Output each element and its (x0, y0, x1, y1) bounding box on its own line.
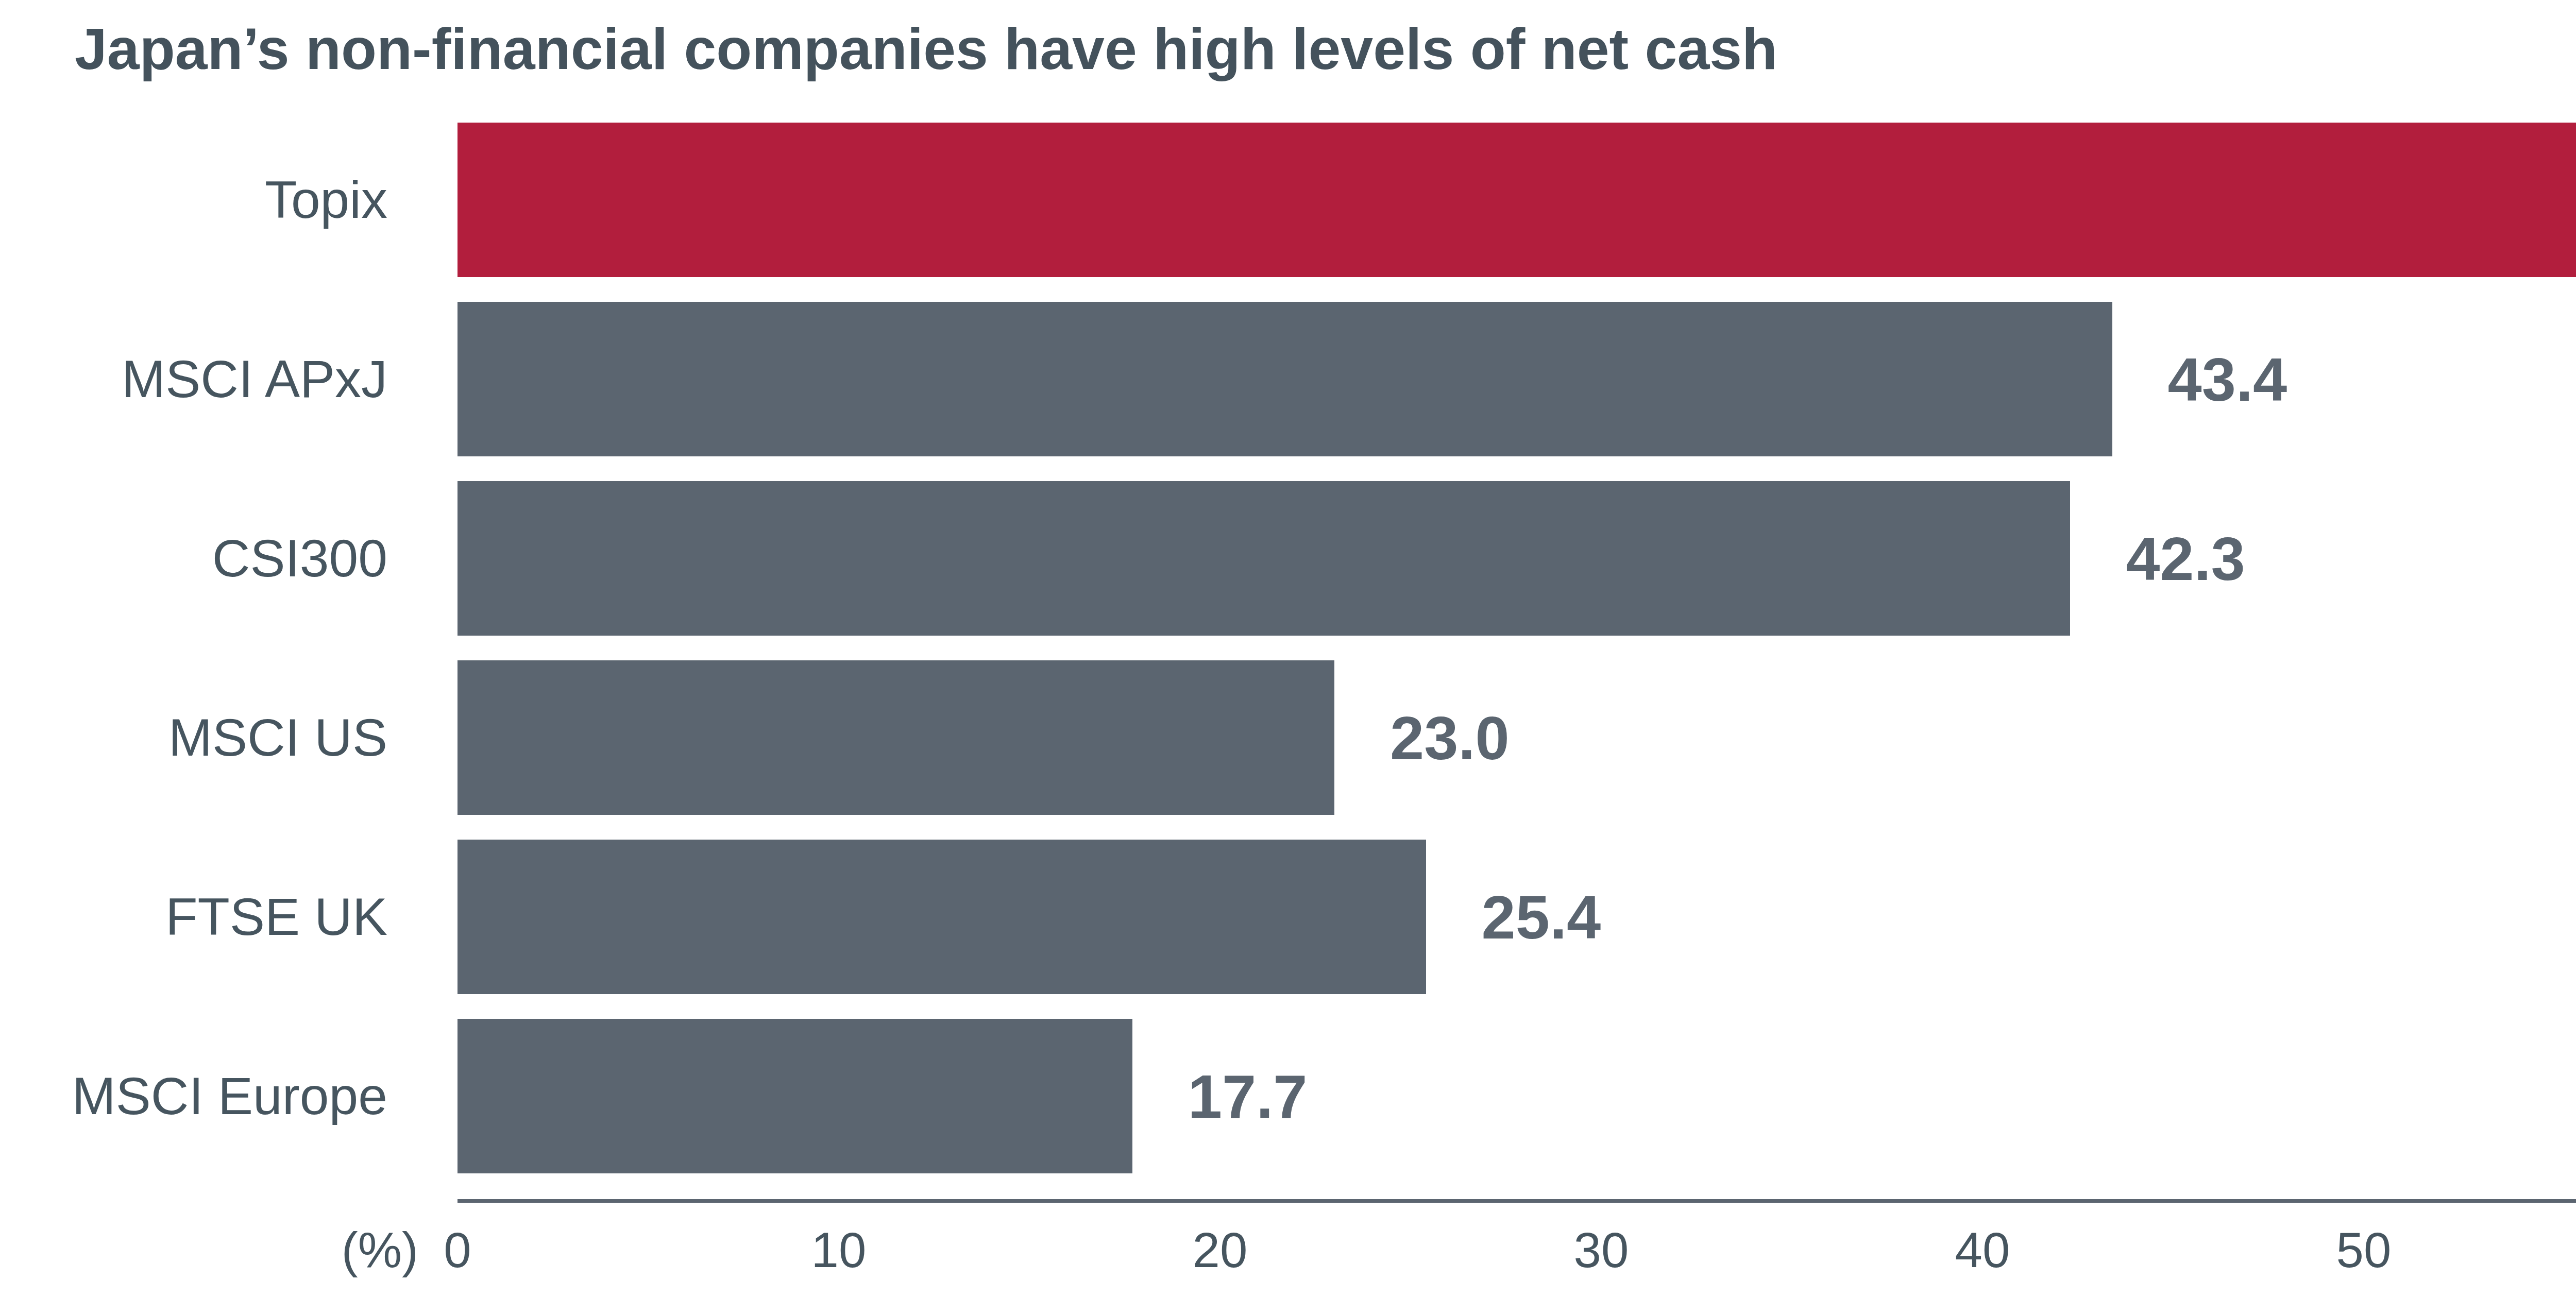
x-axis-tick-label: 20 (1193, 1222, 1248, 1278)
category-label: Topix (0, 123, 387, 277)
x-axis-tick-label: 30 (1574, 1222, 1629, 1278)
bar-msci-us (457, 660, 1334, 815)
value-label: 25.4 (1482, 840, 1601, 994)
category-label: CSI300 (0, 481, 387, 636)
bar-msci-apxj (457, 302, 2112, 456)
plot-area: Topix57.5 MSCI APxJ 43.4 CSI300 42.3 MSCI US 2… (0, 0, 2576, 1314)
category-label: MSCI APxJ (0, 302, 387, 456)
bar-ftse-uk (457, 840, 1426, 994)
x-axis-unit-label: (%) (342, 1222, 418, 1278)
bar-row: MSCI US 23.0 (0, 660, 2576, 815)
bar-row: CSI300 42.3 (0, 481, 2576, 636)
bar-topix (457, 123, 2576, 277)
category-label: FTSE UK (0, 840, 387, 994)
bar-csi300 (457, 481, 2070, 636)
bar-msci-europe (457, 1019, 1132, 1173)
value-label: 42.3 (2126, 481, 2245, 636)
bar-row: MSCI APxJ 43.4 (0, 302, 2576, 456)
value-label: 17.7 (1188, 1019, 1308, 1173)
x-axis-tick-label: 40 (1955, 1222, 2010, 1278)
category-label: MSCI US (0, 660, 387, 815)
x-axis-line (457, 1199, 2576, 1203)
bar-row: MSCI Europe 17.7 (0, 1019, 2576, 1173)
bar-row: Topix57.5 (0, 123, 2576, 277)
value-label: 43.4 (2168, 302, 2287, 456)
x-axis-tick-label: 10 (811, 1222, 867, 1278)
x-axis-tick-label: 0 (444, 1222, 471, 1278)
value-label: 23.0 (1390, 660, 1510, 815)
x-axis-tick-label: 50 (2336, 1222, 2392, 1278)
category-label: MSCI Europe (0, 1019, 387, 1173)
chart-canvas: { "colors": { "accent_red": "#B21E3D", "… (0, 0, 2576, 1314)
bar-row: FTSE UK 25.4 (0, 840, 2576, 994)
